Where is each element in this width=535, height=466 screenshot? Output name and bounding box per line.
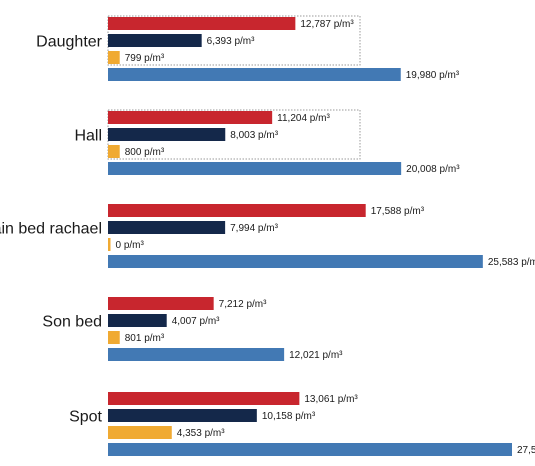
bar bbox=[108, 331, 120, 344]
bar bbox=[108, 314, 167, 327]
data-label: 12,021 p/m³ bbox=[289, 350, 343, 361]
category-label: Main bed rachael bbox=[0, 221, 102, 238]
bar bbox=[108, 238, 111, 251]
bar bbox=[108, 297, 214, 310]
bar bbox=[108, 426, 172, 439]
bar bbox=[108, 204, 366, 217]
bar bbox=[108, 392, 300, 405]
bar bbox=[108, 111, 273, 124]
data-label: 801 p/m³ bbox=[125, 333, 165, 344]
category-label: Son bed bbox=[42, 314, 102, 331]
data-label: 19,980 p/m³ bbox=[406, 70, 460, 81]
data-label: 4,353 p/m³ bbox=[177, 428, 225, 439]
data-label: 13,061 p/m³ bbox=[304, 394, 358, 405]
bar bbox=[108, 255, 483, 268]
bar bbox=[108, 145, 120, 158]
bar bbox=[108, 68, 401, 81]
data-label: 27,573 p/m³ bbox=[517, 445, 535, 456]
category-label: Daughter bbox=[36, 34, 102, 51]
data-label: 10,158 p/m³ bbox=[262, 411, 316, 422]
data-label: 7,212 p/m³ bbox=[219, 299, 267, 310]
data-label: 7,994 p/m³ bbox=[230, 223, 278, 234]
bar bbox=[108, 221, 226, 234]
data-label: 12,787 p/m³ bbox=[300, 19, 354, 30]
bar bbox=[108, 17, 296, 30]
data-label: 800 p/m³ bbox=[125, 147, 165, 158]
bar bbox=[108, 34, 202, 47]
category-label: Hall bbox=[74, 128, 102, 145]
data-label: 20,008 p/m³ bbox=[406, 164, 460, 175]
data-label: 17,588 p/m³ bbox=[371, 206, 425, 217]
data-label: 0 p/m³ bbox=[116, 240, 145, 251]
data-label: 25,583 p/m³ bbox=[488, 257, 535, 268]
bar bbox=[108, 51, 120, 64]
bar bbox=[108, 348, 285, 361]
data-label: 799 p/m³ bbox=[125, 53, 165, 64]
data-label: 6,393 p/m³ bbox=[207, 36, 255, 47]
bar bbox=[108, 443, 512, 456]
data-label: 4,007 p/m³ bbox=[172, 316, 220, 327]
category-label: Spot bbox=[69, 409, 102, 426]
data-label: 8,003 p/m³ bbox=[230, 130, 278, 141]
bar bbox=[108, 409, 257, 422]
data-label: 11,204 p/m³ bbox=[277, 113, 330, 124]
bar bbox=[108, 128, 226, 141]
bar bbox=[108, 162, 402, 175]
